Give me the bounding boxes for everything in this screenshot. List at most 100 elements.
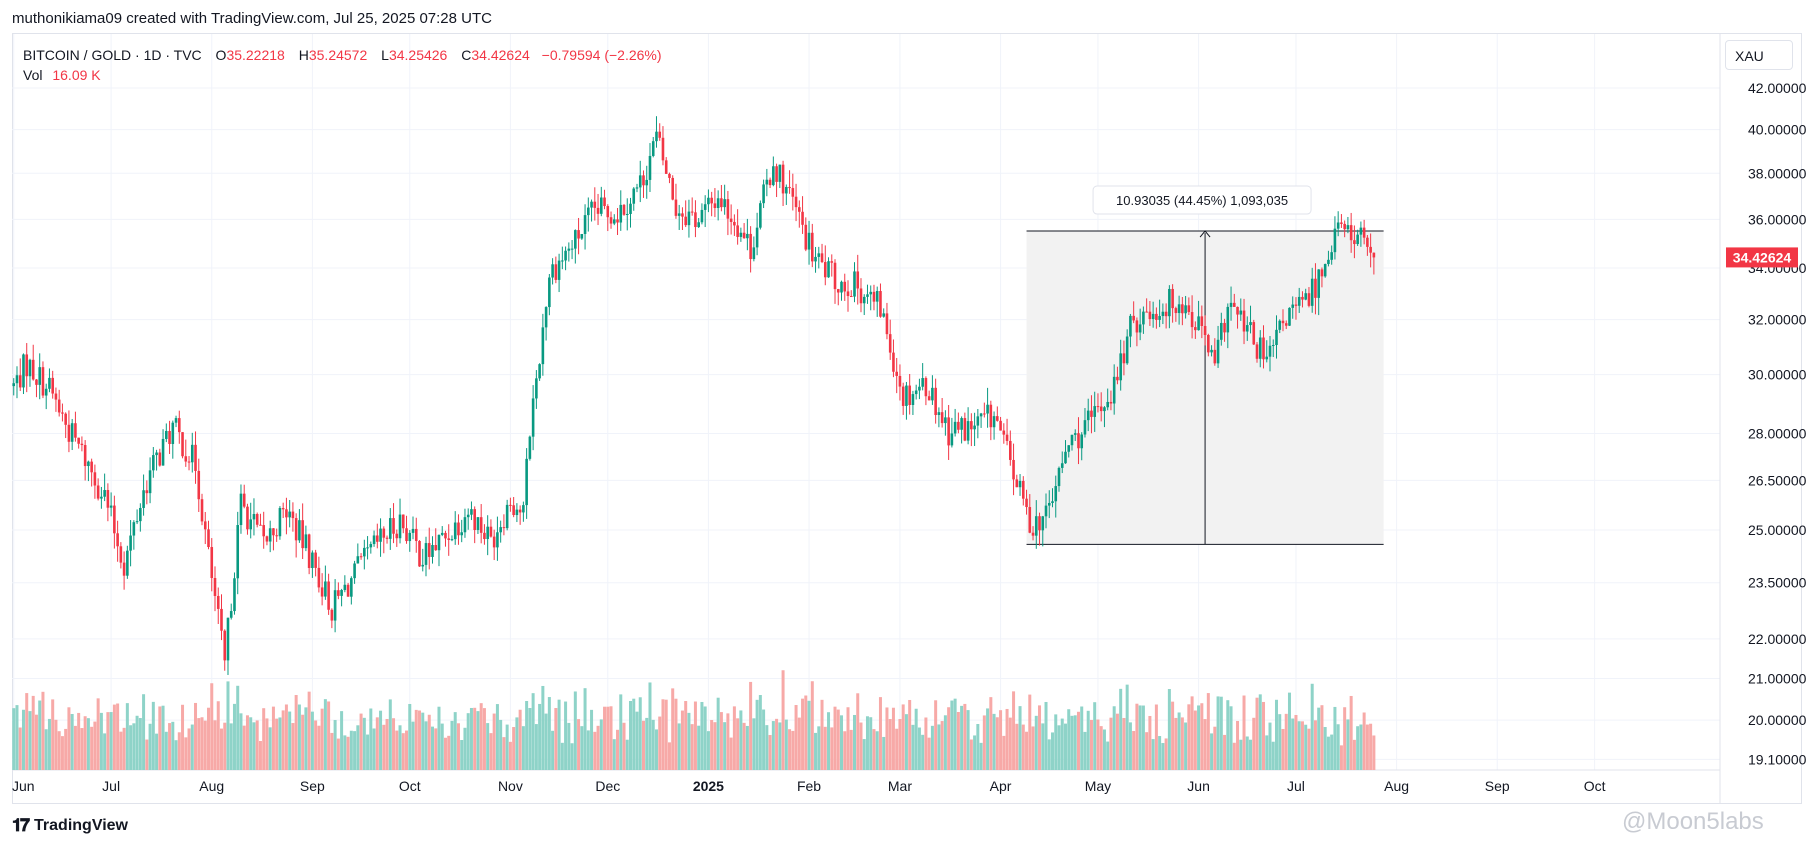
volume-label[interactable]: Vol [23,67,43,83]
candle-body [1119,353,1122,381]
volume-bar [333,720,337,770]
candle-body [1070,434,1074,446]
candle-body [440,532,444,535]
volume-bar [865,716,869,770]
volume-bar [622,722,626,770]
candle-body [1369,246,1372,253]
candle-body [382,528,386,538]
volume-bar [797,717,801,770]
volume-bar [979,742,983,770]
candle-body [122,562,126,576]
volume-bar [943,715,947,770]
candle-body [1125,336,1129,364]
candle-body [833,262,837,290]
volume-bar [142,694,146,770]
currency-button[interactable]: XAU [1725,40,1793,70]
candle-body [970,421,973,430]
candle-body [541,327,545,365]
candle-body [791,188,795,197]
volume-bar [41,691,45,770]
volume-bar [1232,742,1236,770]
tradingview-logo[interactable]: 𝟏𝟕 TradingView [12,815,128,836]
volume-bar [736,718,740,770]
symbol-title[interactable]: BITCOIN / GOLD · 1D · TVC [23,47,202,63]
volume-bar [911,724,915,770]
candle-body [74,423,77,438]
volume-bar [1362,712,1366,770]
price-tick-label: 28.00000 [1748,425,1807,441]
volume-bar [138,718,142,770]
candle-body [1002,430,1006,435]
volume-bar [1330,734,1334,770]
volume-bar [323,699,327,770]
candle-body [197,470,201,500]
candle-body [492,536,496,548]
volume-bar [619,694,623,770]
volume-bar [1177,712,1181,770]
candle-body [1317,269,1320,298]
candle-body [22,354,25,388]
volume-bar [469,707,473,770]
candle-body [934,387,937,416]
volume-bar [869,717,873,770]
volume-bar [1320,705,1324,770]
candle-body [1265,356,1269,360]
candle-body [924,378,928,397]
volume-bar [294,695,298,770]
candle-body [801,211,804,225]
volume-bar [830,727,834,770]
candle-body [1268,345,1272,357]
volume-bar [807,700,811,770]
volume-bar [534,724,538,770]
volume-bar [349,730,353,770]
volume-bar [1063,723,1067,770]
volume-bar [956,711,960,770]
candle-body [505,504,509,529]
volume-bar [684,701,688,770]
candle-body [103,490,106,497]
volume-bar [336,738,340,770]
volume-bar [862,739,866,770]
candle-body [700,209,704,223]
candle-body [509,504,512,506]
candle-body [470,509,473,515]
volume-bar [213,720,217,770]
volume-bar [745,725,749,770]
candle-body [388,518,392,539]
volume-bar [667,742,671,770]
volume-bar [1002,735,1006,770]
price-tick-label: 42.00000 [1748,80,1807,96]
volume-bar [1047,739,1051,770]
candle-body [557,260,561,280]
candle-body [625,213,629,215]
volume-bar [327,701,331,770]
candle-body [645,179,649,186]
candle-body [210,547,214,578]
volume-bar [262,708,266,770]
volume-bar [1281,728,1285,770]
candle-body [252,514,256,520]
candle-body [51,377,54,394]
volume-bar [1255,697,1259,770]
volume-bar [1005,708,1009,770]
candle-body [437,534,441,551]
volume-bar [1012,691,1016,770]
volume-bar [1352,739,1356,770]
volume-bar [635,711,639,770]
candle-body [1038,516,1041,531]
volume-bar [1132,731,1136,770]
volume-bar [521,726,525,770]
volume-bar [249,717,253,770]
volume-bar [418,710,422,770]
volume-bar [752,718,756,770]
volume-bar [184,737,188,770]
candle-body [746,233,749,239]
candle-body [798,207,801,212]
candle-body [1343,223,1346,230]
volume-bar [1271,741,1275,770]
measure-label-box [1092,185,1312,215]
volume-bar [1369,723,1373,770]
candle-body [158,452,162,466]
volume-bar [122,727,126,770]
